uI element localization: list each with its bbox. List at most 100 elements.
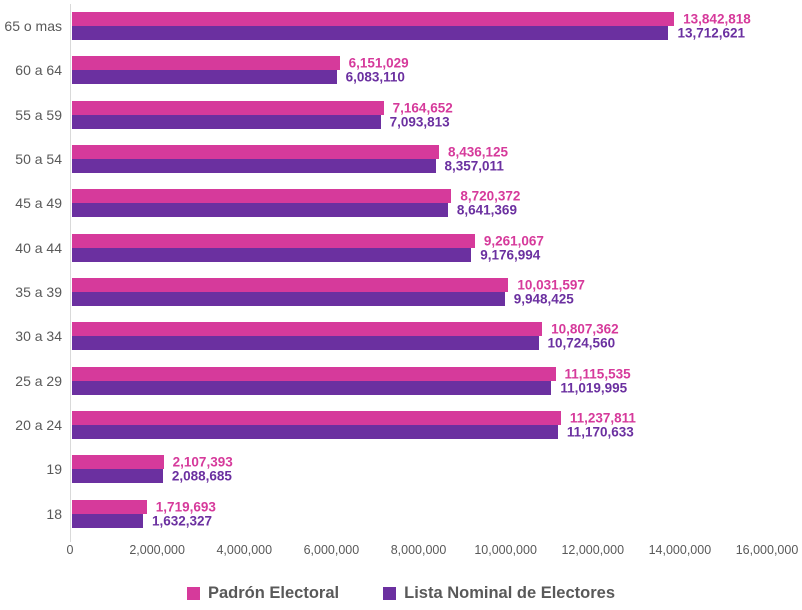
x-tick-label: 10,000,000: [474, 543, 537, 557]
category-label: 40 a 44: [15, 239, 62, 256]
x-axis-tick-labels: 0 2,000,000 4,000,000 6,000,000 8,000,000 10,…: [66, 543, 799, 559]
x-tick-label: 16,000,000: [735, 543, 799, 557]
category-label: 20 a 24: [15, 417, 62, 434]
bar-line: 10,031,597: [72, 277, 768, 293]
bar-lista: [72, 513, 143, 528]
bar-lista: [72, 26, 669, 41]
bar-lista: [72, 469, 163, 484]
bar-group: 7,164,652 7,093,813: [72, 93, 768, 137]
category-label: 45 a 49: [15, 195, 62, 212]
x-tick-label: 12,000,000: [561, 543, 625, 557]
bar-lista: [72, 203, 448, 218]
x-tick-label: 4,000,000: [216, 543, 273, 557]
bar-padron: [72, 278, 509, 293]
bar-line: 13,712,621: [72, 25, 768, 41]
value-label-padron: 8,436,125: [447, 144, 509, 160]
bar-padron: [72, 366, 556, 381]
bar-padron: [72, 100, 384, 115]
value-label-lista: 10,724,560: [547, 335, 616, 351]
bar-line: 1,632,327: [72, 513, 768, 529]
bar-line: 11,170,633: [72, 424, 768, 440]
bar-line: 6,151,029: [72, 55, 768, 71]
bar-line: 2,107,393: [72, 455, 768, 470]
bar-lista: [72, 247, 472, 262]
bar-lista: [72, 292, 505, 307]
bar-line: 6,083,110: [72, 69, 768, 85]
bar-line: 10,807,362: [72, 321, 768, 337]
bar-line: 8,720,372: [72, 188, 768, 204]
bar-line: 10,724,560: [72, 335, 768, 351]
x-tick-label: 6,000,000: [303, 543, 360, 557]
value-label-padron: 6,151,029: [348, 55, 409, 71]
bar-padron: [72, 189, 452, 204]
plot-area: 13,842,818 13,712,621 6,151,029 6,083,110 7,…: [72, 4, 768, 536]
bar-padron: [72, 499, 147, 514]
category-label: 50 a 54: [15, 151, 62, 168]
value-label-padron: 10,031,597: [517, 277, 585, 293]
value-label-lista: 2,088,685: [171, 468, 232, 484]
value-label-lista: 1,632,327: [152, 513, 213, 529]
bar-group: 10,031,597 9,948,425: [72, 270, 768, 314]
value-label-lista: 11,170,633: [566, 424, 634, 440]
bar-group: 8,436,125 8,357,011: [72, 137, 768, 181]
y-axis-line: [70, 4, 71, 542]
category-label: 65 o mas: [4, 18, 62, 35]
bar-line: 11,115,535: [72, 366, 768, 382]
value-label-lista: 7,093,813: [389, 114, 450, 130]
value-label-padron: 10,807,362: [551, 321, 619, 337]
bar-line: 8,641,369: [72, 203, 768, 218]
bar-line: 11,019,995: [72, 380, 768, 396]
category-label: 30 a 34: [15, 328, 62, 345]
bar-line: 7,164,652: [72, 100, 768, 115]
bar-group: 11,237,811 11,170,633: [72, 403, 768, 447]
bar-padron: [72, 145, 439, 160]
bar-group: 13,842,818 13,712,621: [72, 4, 768, 48]
bar-line: 2,088,685: [72, 468, 768, 484]
value-label-padron: 11,237,811: [569, 410, 636, 426]
bar-line: 9,176,994: [72, 247, 768, 262]
bar-line: 8,357,011: [72, 158, 768, 174]
bar-group: 9,261,067 9,176,994: [72, 226, 768, 270]
bar-line: 13,842,818: [72, 11, 768, 27]
value-label-lista: 11,019,995: [560, 380, 628, 396]
bar-group: 1,719,693 1,632,327: [72, 492, 768, 536]
legend-swatch-padron-icon: [186, 586, 200, 600]
bar-line: 8,436,125: [72, 144, 768, 160]
bar-lista: [72, 336, 539, 351]
bar-lista: [72, 380, 552, 395]
value-label-lista: 9,948,425: [513, 291, 574, 307]
bar-group: 8,720,372 8,641,369: [72, 181, 768, 225]
bar-lista: [72, 159, 436, 174]
legend-item-padron: Padrón Electoral: [186, 583, 340, 603]
legend: Padrón Electoral Lista Nominal de Electo…: [0, 580, 802, 606]
value-label-lista: 6,083,110: [345, 69, 405, 85]
bar-line: 9,261,067: [72, 233, 768, 248]
legend-item-lista: Lista Nominal de Electores: [383, 584, 615, 603]
value-label-padron: 1,719,693: [155, 499, 216, 515]
x-tick-label: 2,000,000: [129, 543, 185, 557]
value-label-lista: 13,712,621: [677, 25, 746, 41]
category-label: 18: [46, 505, 62, 522]
category-label: 55 a 59: [15, 106, 62, 123]
bar-group: 6,151,029 6,083,110: [72, 48, 768, 92]
bar-padron: [72, 455, 164, 470]
category-label: 25 a 29: [15, 372, 62, 389]
bar-padron: [72, 322, 543, 337]
category-label: 60 a 64: [15, 62, 62, 79]
x-tick-label: 8,000,000: [390, 543, 447, 557]
value-label-padron: 13,842,818: [683, 11, 751, 27]
y-axis-category-labels: 65 o mas 60 a 64 55 a 59 50 a 54 45 a 49 40 a…: [0, 4, 62, 536]
x-tick-label: 0: [66, 543, 74, 557]
value-label-padron: 11,115,535: [564, 366, 631, 382]
value-label-lista: 8,357,011: [444, 158, 504, 174]
legend-label-padron: Padrón Electoral: [207, 583, 340, 602]
bar-lista: [72, 114, 381, 129]
x-tick-label: 14,000,000: [648, 543, 712, 557]
value-label-padron: 8,720,372: [460, 188, 521, 204]
bar-padron: [72, 411, 561, 426]
bar-lista: [72, 70, 337, 85]
bar-group: 11,115,535 11,019,995: [72, 359, 768, 403]
bar-line: 9,948,425: [72, 291, 768, 307]
category-label: 19: [46, 461, 62, 478]
